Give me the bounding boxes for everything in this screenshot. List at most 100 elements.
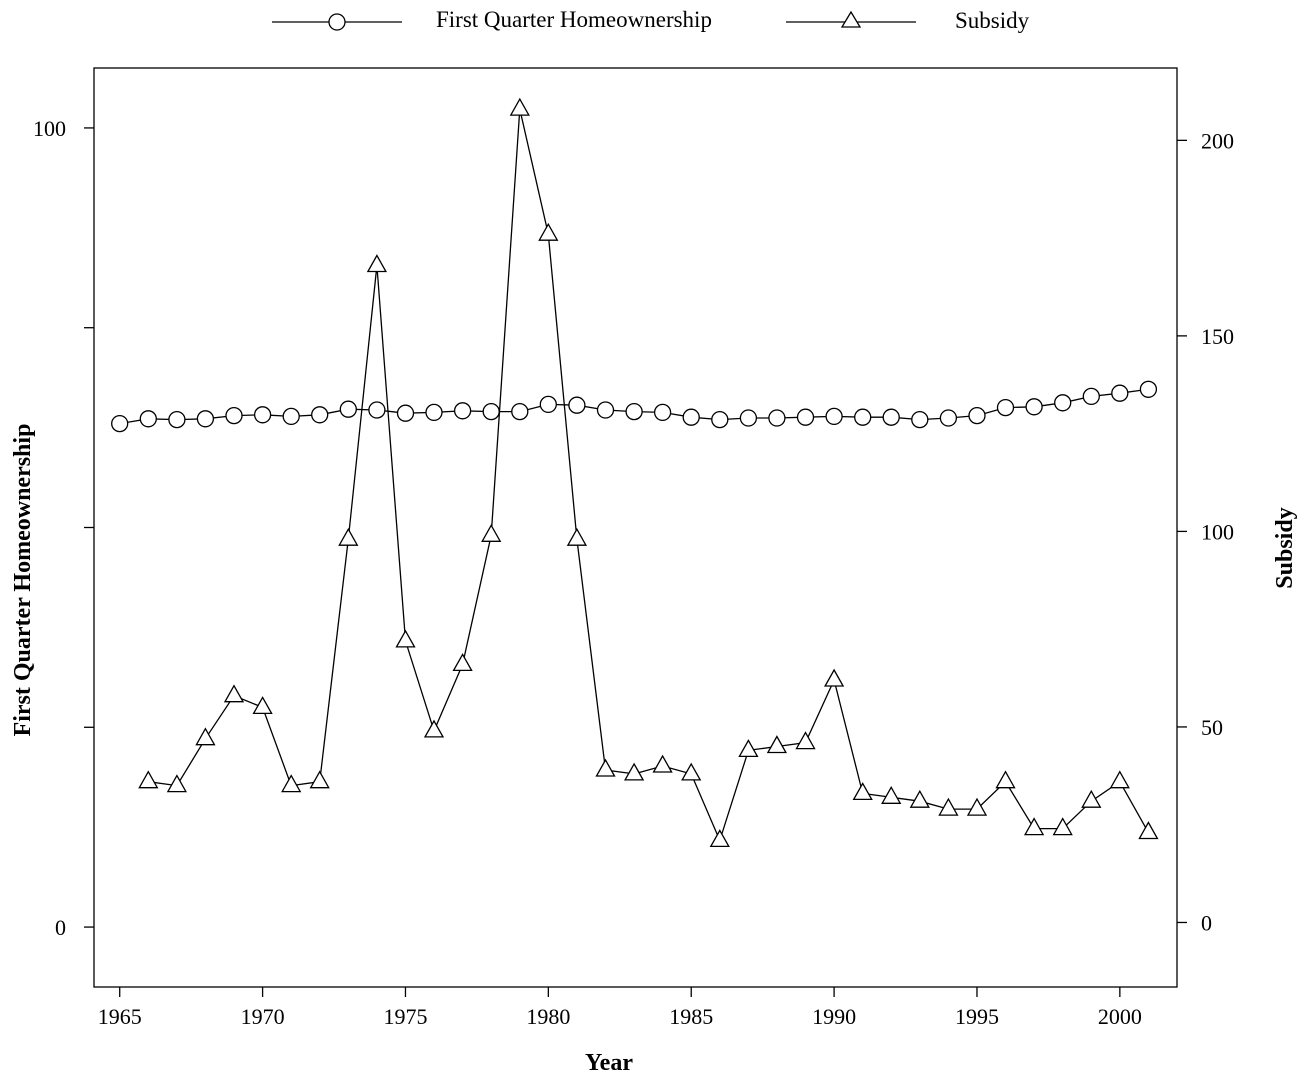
- data-point-triangle: [166, 774, 188, 793]
- series-line: [148, 108, 1149, 843]
- legend-label-homeownership: First Quarter Homeownership: [436, 7, 712, 32]
- x-tick-label: 1970: [241, 1004, 285, 1029]
- data-point-circle: [1054, 394, 1072, 412]
- data-point-circle: [453, 402, 472, 420]
- y-right-tick-label: 100: [1201, 519, 1234, 544]
- y-right-tick-label: 150: [1201, 324, 1234, 349]
- legend: First Quarter Homeownership Subsidy: [272, 7, 1030, 33]
- data-point-triangle: [366, 254, 388, 273]
- data-point-circle: [911, 410, 929, 429]
- y-axis-left-title: First Quarter Homeownership: [10, 424, 36, 737]
- data-point-triangle: [766, 735, 788, 754]
- data-point-circle: [425, 403, 443, 422]
- data-point-triangle: [566, 527, 588, 546]
- data-point-circle: [368, 401, 386, 419]
- data-point-triangle: [966, 797, 988, 816]
- data-point-triangle: [195, 727, 216, 746]
- data-point-circle: [854, 408, 872, 426]
- data-point-triangle: [309, 770, 330, 789]
- data-point-triangle: [1052, 817, 1073, 836]
- data-point-circle: [168, 410, 186, 429]
- data-point-triangle: [823, 668, 845, 687]
- data-point-triangle: [938, 797, 959, 816]
- data-point-circle: [111, 414, 129, 433]
- data-point-triangle: [995, 770, 1016, 789]
- data-point-triangle: [452, 653, 473, 672]
- data-point-circle: [1139, 380, 1158, 398]
- data-point-circle: [568, 396, 586, 414]
- data-point-circle: [1111, 384, 1129, 402]
- data-point-circle: [339, 400, 357, 418]
- data-point-triangle: [138, 770, 159, 789]
- data-point-circle: [596, 401, 615, 419]
- y-left-tick-label: 0: [55, 915, 66, 940]
- data-point-circle: [739, 409, 758, 427]
- data-point-circle: [682, 408, 700, 426]
- x-tick-label: 1965: [98, 1004, 142, 1029]
- y-left-tick-label: 100: [33, 116, 66, 141]
- data-point-circle: [511, 402, 529, 421]
- data-point-circle: [225, 406, 243, 425]
- data-point-circle: [253, 406, 272, 424]
- x-tick-label: 2000: [1098, 1004, 1142, 1029]
- y-right-tick-label: 0: [1201, 910, 1212, 935]
- data-point-triangle: [252, 696, 273, 715]
- data-point-circle: [768, 409, 786, 427]
- legend-marker-triangle: [840, 10, 862, 28]
- data-point-triangle: [852, 782, 873, 801]
- data-point-circle: [625, 402, 643, 421]
- data-point-triangle: [338, 527, 359, 546]
- data-point-circle: [653, 403, 672, 422]
- data-point-triangle: [881, 785, 902, 804]
- y-axis-left: 0 100: [33, 116, 94, 940]
- data-point-circle: [139, 410, 157, 428]
- y-axis-right-title: Subsidy: [1272, 507, 1298, 588]
- data-point-triangle: [281, 774, 302, 793]
- data-point-circle: [196, 410, 215, 428]
- y-axis-right: 0 50 100 150 200: [1177, 128, 1234, 935]
- y-right-tick-label: 200: [1201, 128, 1234, 153]
- data-point-triangle: [795, 731, 816, 750]
- data-point-circle: [539, 395, 557, 414]
- data-point-triangle: [909, 789, 930, 808]
- legend-label-subsidy: Subsidy: [955, 8, 1030, 33]
- data-point-triangle: [709, 829, 730, 848]
- data-point-circle: [996, 398, 1015, 417]
- data-point-circle: [939, 409, 958, 427]
- series-subsidy: [138, 97, 1159, 848]
- data-point-circle: [396, 404, 415, 422]
- data-point-triangle: [538, 222, 559, 241]
- data-point-triangle: [1109, 770, 1130, 789]
- x-tick-label: 1990: [812, 1004, 856, 1029]
- data-point-triangle: [1023, 817, 1045, 836]
- series-homeownership: [111, 380, 1158, 433]
- data-point-circle: [825, 407, 843, 426]
- data-point-circle: [1082, 387, 1100, 406]
- data-point-circle: [282, 407, 300, 426]
- x-tick-label: 1995: [955, 1004, 999, 1029]
- data-point-triangle: [395, 629, 416, 648]
- data-point-circle: [1025, 398, 1043, 416]
- data-point-circle: [711, 410, 729, 429]
- data-point-triangle: [223, 684, 245, 703]
- x-tick-label: 1975: [383, 1004, 427, 1029]
- x-axis-title: Year: [585, 1050, 633, 1074]
- y-right-tick-label: 50: [1201, 715, 1223, 740]
- data-point-triangle: [738, 739, 759, 758]
- data-point-triangle: [423, 719, 445, 738]
- data-point-circle: [796, 408, 815, 426]
- legend-marker-circle: [328, 13, 346, 31]
- x-tick-label: 1980: [526, 1004, 570, 1029]
- data-point-triangle: [481, 523, 502, 542]
- data-point-circle: [482, 402, 500, 421]
- data-point-triangle: [1081, 789, 1102, 808]
- data-point-triangle: [681, 762, 702, 781]
- data-point-triangle: [652, 754, 673, 773]
- plot-frame: [93, 67, 1178, 988]
- data-point-triangle: [623, 762, 645, 781]
- x-axis: 1965 1970 1975 1980 1985 1990 1995 2000: [98, 987, 1142, 1029]
- data-point-triangle: [509, 97, 530, 116]
- data-point-circle: [882, 408, 900, 426]
- data-point-triangle: [595, 758, 616, 777]
